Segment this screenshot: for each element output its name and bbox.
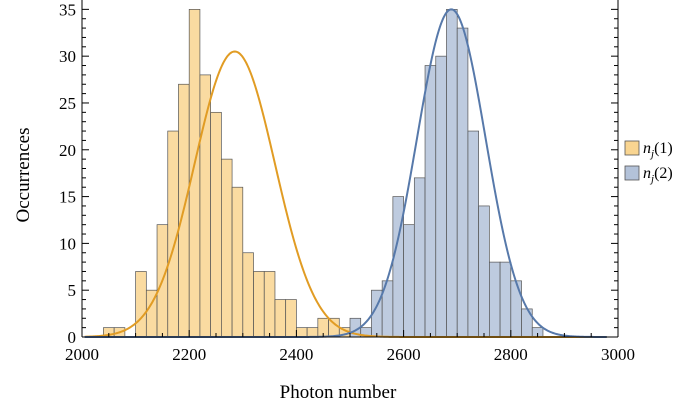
x-tick-label: 2400 — [279, 345, 313, 364]
bar-1-2340 — [263, 271, 276, 338]
y-tick-label: 10 — [59, 234, 76, 253]
bar-2-2680 — [446, 9, 458, 338]
y-tick-label: 25 — [59, 94, 76, 113]
y-tick-label: 20 — [59, 141, 76, 160]
series-n2-bars — [349, 9, 544, 338]
bar-1-2380 — [285, 299, 297, 338]
x-axis-title: Photon number — [280, 382, 397, 403]
bar-1-2220 — [199, 74, 211, 338]
y-axis-ticks: 0 5 10 15 20 25 30 35 — [59, 0, 618, 347]
bar-2-2740 — [478, 205, 490, 338]
bar-1-2420 — [306, 327, 319, 338]
y-tick-label: 5 — [68, 281, 77, 300]
y-tick-label: 30 — [59, 47, 76, 66]
x-tick-label: 2000 — [65, 345, 99, 364]
bar-1-2360 — [274, 299, 287, 338]
bar-2-2760 — [489, 261, 501, 338]
y-tick-label: 0 — [68, 328, 77, 347]
x-tick-label: 2800 — [494, 345, 528, 364]
bar-1-2280 — [231, 186, 244, 338]
y-axis-title: Occurrences — [13, 128, 34, 223]
bar-1-2260 — [221, 158, 233, 338]
y-tick-label: 35 — [59, 0, 76, 19]
x-tick-label: 2200 — [172, 345, 206, 364]
bar-2-2780 — [499, 261, 512, 338]
y-tick-label: 15 — [59, 188, 76, 207]
bar-2-2700 — [456, 27, 469, 338]
x-axis-ticks: 2000 2200 2400 2600 2800 3000 — [65, 330, 635, 364]
legend-swatch-2 — [624, 165, 640, 181]
bar-2-2800 — [510, 280, 522, 338]
legend: nj(1) nj(2) — [624, 140, 673, 185]
bar-1-2300 — [242, 252, 254, 338]
bar-2-2640 — [424, 65, 437, 338]
bar-1-2100 — [135, 271, 147, 338]
x-tick-label: 3000 — [601, 345, 635, 364]
legend-label-1: nj(1) — [643, 140, 673, 160]
bar-2-2620 — [413, 177, 426, 338]
bar-1-2240 — [210, 111, 222, 338]
x-tick-label: 2600 — [387, 345, 421, 364]
bar-1-2320 — [253, 271, 265, 338]
bar-2-2720 — [467, 130, 479, 338]
legend-swatch-1 — [624, 140, 640, 156]
bar-1-2200 — [188, 9, 201, 338]
bar-2-2660 — [435, 55, 447, 338]
legend-label-2: nj(2) — [643, 165, 673, 185]
bar-1-2400 — [296, 327, 308, 338]
bar-2-2600 — [403, 224, 415, 338]
